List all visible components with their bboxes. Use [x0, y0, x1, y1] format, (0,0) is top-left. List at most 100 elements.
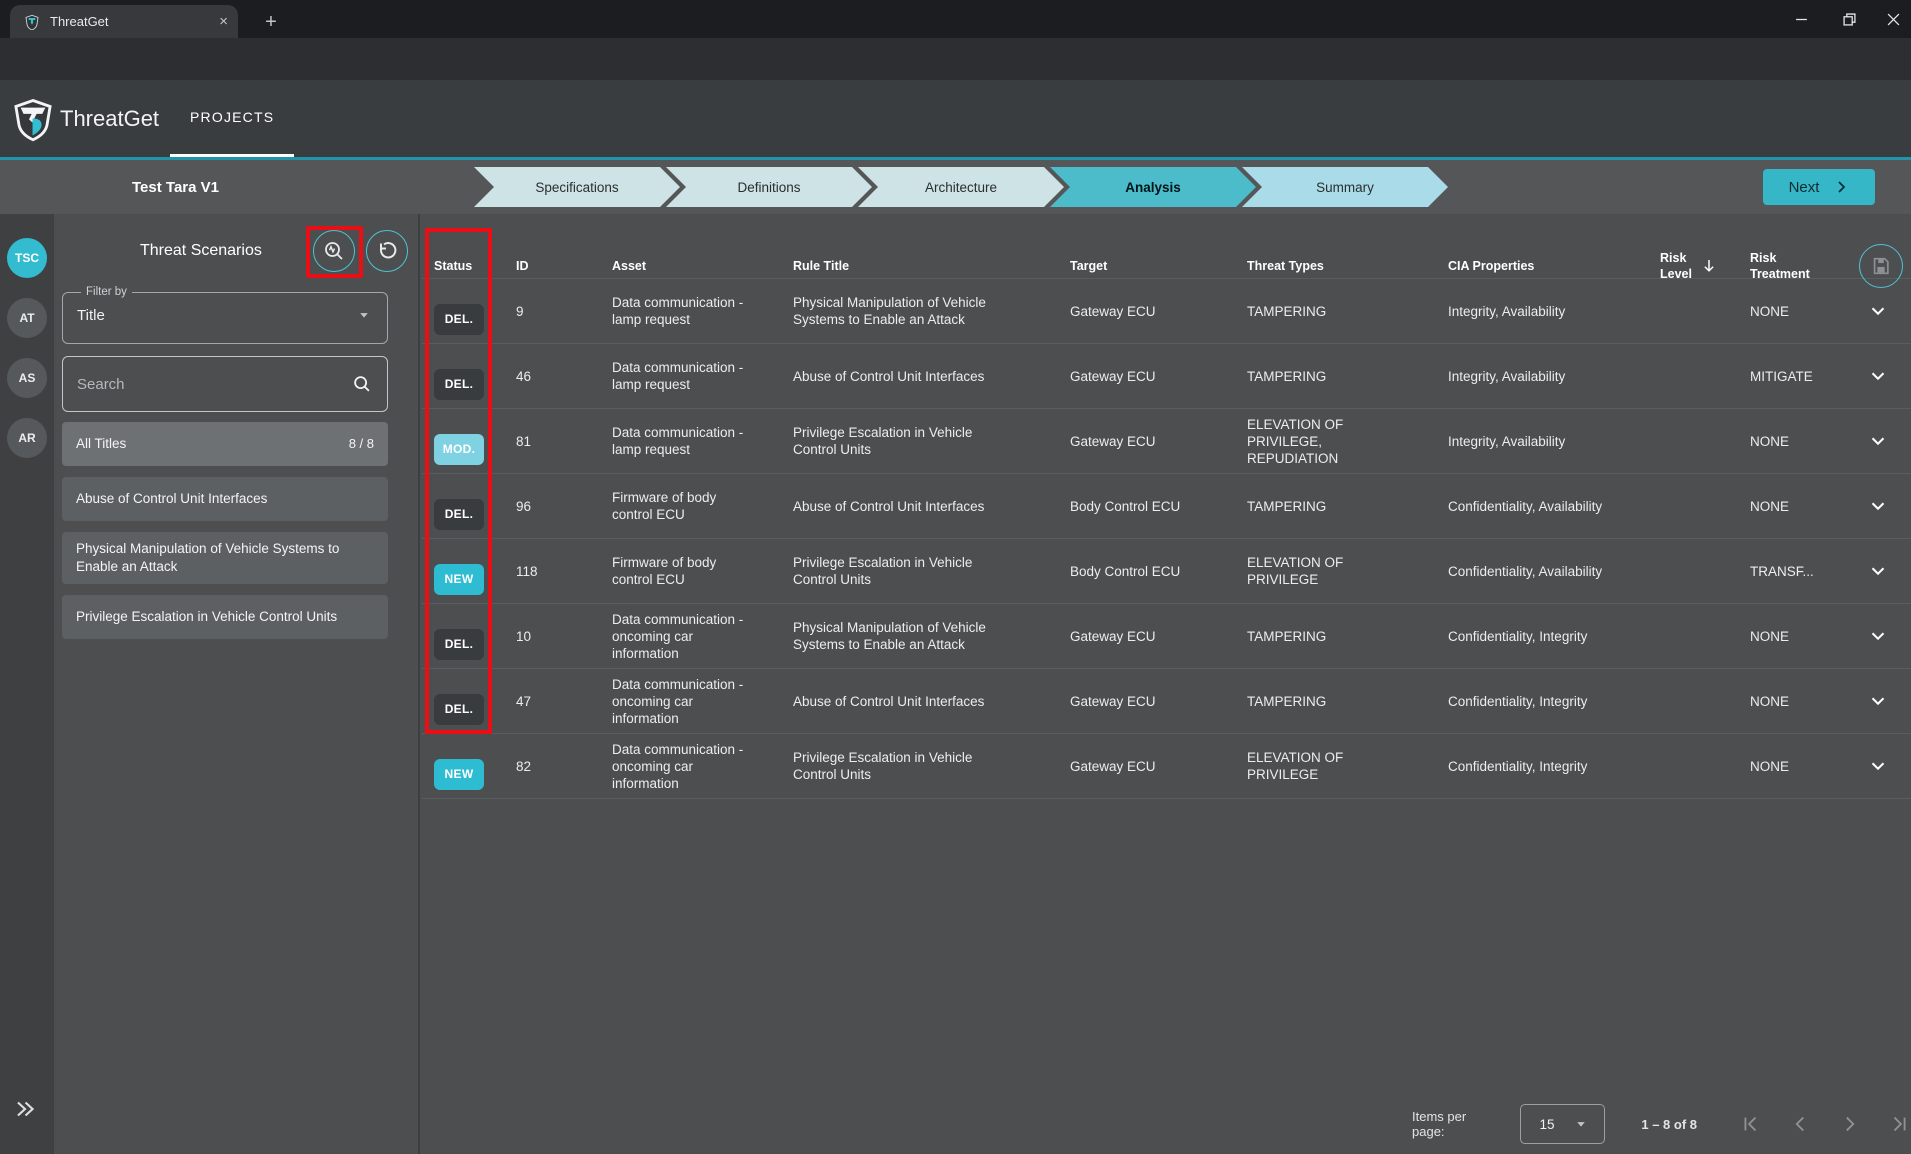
rail-avatar[interactable]: AR	[7, 418, 47, 458]
chevron-down-icon[interactable]	[1867, 495, 1889, 517]
analyze-button[interactable]	[313, 230, 355, 272]
chevron-down-icon[interactable]	[1867, 560, 1889, 582]
rail-avatar[interactable]: AS	[7, 358, 47, 398]
cia-properties-cell: Confidentiality, Availability	[1448, 563, 1603, 579]
browser-tab[interactable]: ThreatGet ×	[10, 5, 238, 38]
save-button[interactable]	[1859, 244, 1903, 288]
expand-panel-icon[interactable]	[12, 1096, 38, 1122]
status-badge: NEW	[434, 759, 484, 790]
search-icon[interactable]	[351, 373, 373, 395]
scenario-label: Physical Manipulation of Vehicle Systems…	[76, 541, 340, 574]
table-row[interactable]: DEL. 9 Data communication - lamp request…	[422, 278, 1911, 343]
id-cell: 81	[516, 433, 532, 449]
workflow-step[interactable]: Specifications	[474, 167, 680, 207]
col-asset: Asset	[612, 259, 647, 273]
chevron-down-icon[interactable]	[1867, 300, 1889, 322]
avatar-label: TSC	[15, 251, 39, 265]
risk-treatment-cell: NONE	[1750, 433, 1790, 449]
scenario-count: 8 / 8	[348, 436, 374, 451]
rail-avatar[interactable]: AT	[7, 298, 47, 338]
risk-treatment-cell: NONE	[1750, 758, 1790, 774]
table-row[interactable]: DEL. 47 Data communication - oncoming ca…	[422, 668, 1911, 733]
scenario-list-item[interactable]: Privilege Escalation in Vehicle Control …	[62, 595, 388, 639]
minimize-button[interactable]	[1778, 0, 1824, 38]
expand-cell	[1855, 604, 1911, 668]
status-cell: NEW	[422, 543, 500, 599]
target-cell: Body Control ECU	[1070, 498, 1181, 514]
workflow-step[interactable]: Architecture	[858, 167, 1064, 207]
rule-title-cell: Privilege Escalation in Vehicle Control …	[793, 750, 973, 782]
rule-title-cell: Abuse of Control Unit Interfaces	[793, 693, 985, 709]
table-body: DEL. 9 Data communication - lamp request…	[422, 278, 1911, 799]
risk-level-cell	[1640, 485, 1734, 527]
workflow-step[interactable]: Summary	[1242, 167, 1448, 207]
items-per-page-select[interactable]: 15	[1520, 1104, 1606, 1144]
new-tab-button[interactable]: +	[265, 10, 277, 33]
nav-projects-tab[interactable]: PROJECTS	[170, 80, 295, 157]
browser-toolbar: localhost:4200/#/tara-iteration/59b8e357…	[0, 38, 1911, 113]
workflow-step[interactable]: Analysis	[1050, 167, 1256, 207]
analysis-table: Status ID Asset Rule Title Target Threat…	[422, 214, 1911, 1154]
risk-treatment-cell: NONE	[1750, 693, 1790, 709]
filter-by-select[interactable]: Filter by Title	[62, 286, 388, 344]
cia-properties-cell: Confidentiality, Integrity	[1448, 693, 1588, 709]
threat-types-cell: ELEVATION OF PRIVILEGE	[1247, 750, 1344, 782]
chevron-down-icon[interactable]	[1867, 755, 1889, 777]
tab-close-icon[interactable]: ×	[219, 13, 228, 30]
next-page-button[interactable]	[1839, 1113, 1861, 1135]
expand-cell	[1855, 409, 1911, 473]
col-target: Target	[1070, 259, 1108, 273]
rail-avatar[interactable]: TSC	[7, 238, 47, 278]
search-input[interactable]	[77, 375, 351, 393]
target-cell: Gateway ECU	[1070, 758, 1156, 774]
scenario-list-item[interactable]: Abuse of Control Unit Interfaces	[62, 477, 388, 521]
scenario-list-item[interactable]: Physical Manipulation of Vehicle Systems…	[62, 532, 388, 584]
rule-title-cell: Privilege Escalation in Vehicle Control …	[793, 555, 973, 587]
table-row[interactable]: NEW 118 Firmware of body control ECU Pri…	[422, 538, 1911, 603]
expand-cell	[1855, 474, 1911, 538]
workflow-step[interactable]: Definitions	[666, 167, 872, 207]
table-row[interactable]: DEL. 10 Data communication - oncoming ca…	[422, 603, 1911, 668]
rule-title-cell: Physical Manipulation of Vehicle Systems…	[793, 295, 986, 327]
risk-level-cell	[1640, 290, 1734, 332]
col-id: ID	[516, 259, 529, 273]
chevron-down-icon[interactable]	[1867, 625, 1889, 647]
sort-descending-icon[interactable]	[1700, 257, 1718, 275]
status-cell: NEW	[422, 738, 500, 794]
threat-types-cell: TAMPERING	[1247, 693, 1327, 709]
browser-tab-bar: ThreatGet × +	[0, 0, 1911, 38]
favicon-icon	[25, 14, 39, 30]
filter-value: Title	[77, 306, 105, 324]
step-label: Definitions	[737, 179, 801, 195]
filter-by-label: Filter by	[86, 286, 127, 298]
close-window-button[interactable]	[1870, 0, 1911, 38]
scenario-list-item[interactable]: All Titles 8 / 8	[62, 422, 388, 466]
expand-cell	[1855, 279, 1911, 343]
target-cell: Gateway ECU	[1070, 693, 1156, 709]
scenario-search	[62, 356, 388, 412]
table-row[interactable]: DEL. 46 Data communication - lamp reques…	[422, 343, 1911, 408]
reset-icon	[380, 242, 397, 259]
reset-button[interactable]	[366, 230, 408, 272]
scenario-label: Privilege Escalation in Vehicle Control …	[76, 609, 338, 624]
threatget-logo[interactable]	[14, 98, 52, 142]
asset-cell: Data communication - oncoming car inform…	[612, 611, 744, 661]
items-per-page-label: Items per page:	[1412, 1109, 1467, 1139]
step-label: Analysis	[1125, 179, 1181, 195]
table-row[interactable]: NEW 82 Data communication - oncoming car…	[422, 733, 1911, 799]
next-button[interactable]: Next	[1763, 169, 1875, 205]
last-page-button[interactable]	[1889, 1113, 1911, 1135]
chevron-down-icon[interactable]	[1867, 365, 1889, 387]
status-badge: DEL.	[434, 369, 484, 400]
previous-page-button[interactable]	[1789, 1113, 1811, 1135]
chevron-down-icon[interactable]	[1867, 430, 1889, 452]
maximize-button[interactable]	[1826, 0, 1872, 38]
table-row[interactable]: DEL. 96 Firmware of body control ECU Abu…	[422, 473, 1911, 538]
first-page-button[interactable]	[1739, 1113, 1761, 1135]
col-save	[1855, 228, 1911, 304]
asset-cell: Firmware of body control ECU	[612, 555, 717, 587]
table-row[interactable]: MOD. 81 Data communication - lamp reques…	[422, 408, 1911, 473]
chevron-down-icon[interactable]	[1867, 690, 1889, 712]
scenario-label: Abuse of Control Unit Interfaces	[76, 491, 268, 506]
